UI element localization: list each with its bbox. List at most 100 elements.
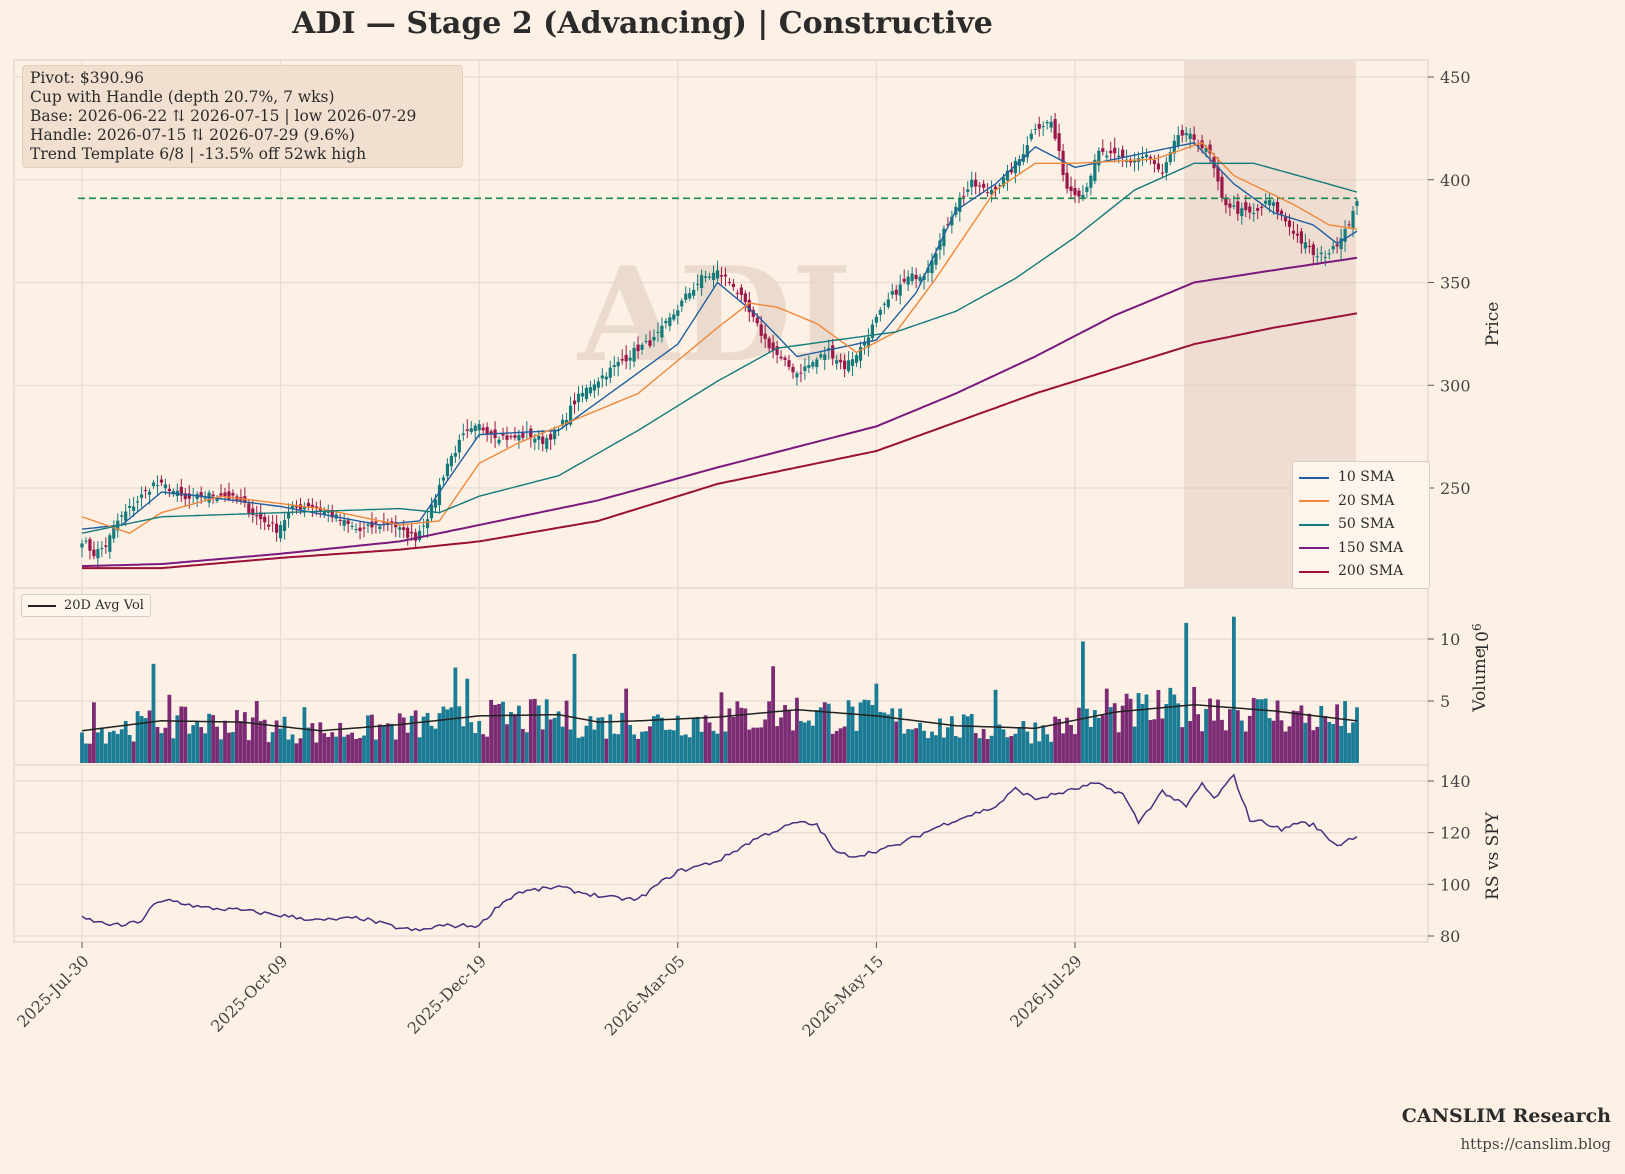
sma-20-line (81, 141, 1358, 534)
volume-bar (1144, 694, 1149, 763)
candle-body (743, 293, 747, 303)
candle-body (338, 519, 342, 521)
candle-body (1355, 201, 1359, 206)
volume-bar (536, 705, 541, 763)
candle-body (624, 354, 628, 362)
volume-bar (310, 723, 315, 763)
candle-body (918, 276, 922, 281)
volume-bar (568, 729, 573, 763)
candle-body (541, 436, 545, 444)
candle-body (644, 340, 648, 342)
candle-body (1264, 200, 1268, 204)
candle-body (910, 273, 914, 282)
volume-bar (326, 737, 331, 763)
candle-body (604, 376, 608, 380)
volume-bar (1112, 703, 1117, 763)
volume-bar (667, 729, 672, 763)
candle-body (1279, 210, 1284, 215)
volume-bar (1275, 700, 1280, 763)
volume-bar (660, 717, 664, 763)
volume-bar (814, 710, 819, 763)
volume-bar (1231, 616, 1236, 763)
candle-body (108, 535, 112, 552)
volume-bar (997, 724, 1002, 763)
legend-item-10-sma: 10 SMA (1299, 466, 1423, 490)
candle-body (1260, 206, 1264, 208)
volume-bar (1283, 731, 1288, 763)
candle-body (179, 486, 183, 496)
candle-body (513, 435, 517, 438)
volume-bar (1061, 733, 1065, 763)
volume-bar (1327, 722, 1332, 763)
candle-body (886, 299, 890, 307)
volume-bar (775, 726, 779, 763)
candle-body (358, 527, 362, 532)
volume-bar (1164, 703, 1169, 763)
candle-body (549, 434, 553, 440)
candle-body (1176, 135, 1180, 146)
candle-body (1097, 150, 1101, 166)
candle-body (902, 278, 906, 282)
volume-bar (942, 737, 946, 763)
volume-bar (965, 716, 970, 763)
volume-bar (262, 719, 267, 763)
candle-body (938, 240, 942, 250)
candle-body (930, 260, 934, 274)
volume-bar (1104, 688, 1109, 763)
volume-axis-label: Volume (1470, 648, 1490, 713)
volume-bar (493, 704, 497, 763)
candle-body (1085, 187, 1089, 192)
volume-bar (961, 714, 966, 763)
legend-item-20-sma: 20 SMA (1299, 490, 1423, 514)
volume-bar (1196, 714, 1201, 763)
volume-bar (719, 692, 724, 763)
volume-bar (457, 706, 462, 763)
volume-bar (107, 732, 112, 763)
candle-body (942, 228, 946, 247)
rs-tick-label: 140 (1440, 772, 1471, 791)
candle-body (799, 372, 803, 374)
volume-bar (358, 737, 362, 763)
candle-body (1005, 170, 1010, 181)
price-axis-label: Price (1483, 302, 1503, 347)
volume-bar (1021, 721, 1026, 763)
volume-bar (123, 720, 128, 763)
candle-body (310, 504, 314, 508)
volume-bar (675, 715, 680, 763)
candle-body (167, 488, 171, 492)
volume-bar (572, 653, 577, 763)
volume-bar (520, 728, 525, 763)
candle-body (1315, 256, 1319, 258)
volume-bar (1351, 722, 1355, 763)
scale-base: 10 (1473, 631, 1493, 653)
volume-bar (242, 712, 247, 763)
volume-bar (799, 721, 803, 763)
volume-bar (787, 710, 791, 763)
candle-body (608, 367, 612, 378)
volume-bar (878, 711, 883, 763)
volume-bar (874, 683, 879, 763)
volume-bar (1279, 720, 1284, 763)
volume-bar (389, 723, 394, 763)
candle-body (986, 192, 990, 194)
candle-body (970, 179, 974, 188)
candle-body (831, 345, 835, 359)
avg-vol-label: 20D Avg Vol (64, 598, 144, 613)
price-tick-label: 400 (1440, 171, 1471, 190)
volume-bar (1053, 716, 1058, 763)
brand-name: CANSLIM Research (1401, 1105, 1611, 1127)
volume-bar (1180, 727, 1185, 763)
volume-bar (604, 738, 609, 763)
candle-body (1323, 256, 1327, 258)
volume-bar (290, 734, 295, 763)
candle-body (255, 515, 259, 517)
volume-bar (366, 715, 370, 763)
volume-bar (115, 733, 120, 763)
candle-body (1347, 224, 1351, 226)
candle-body (425, 519, 430, 529)
volume-bar (1160, 718, 1165, 763)
volume-bar (715, 733, 720, 763)
candle-body (1192, 134, 1196, 140)
volume-bar (294, 743, 299, 763)
volume-bar (433, 728, 438, 763)
